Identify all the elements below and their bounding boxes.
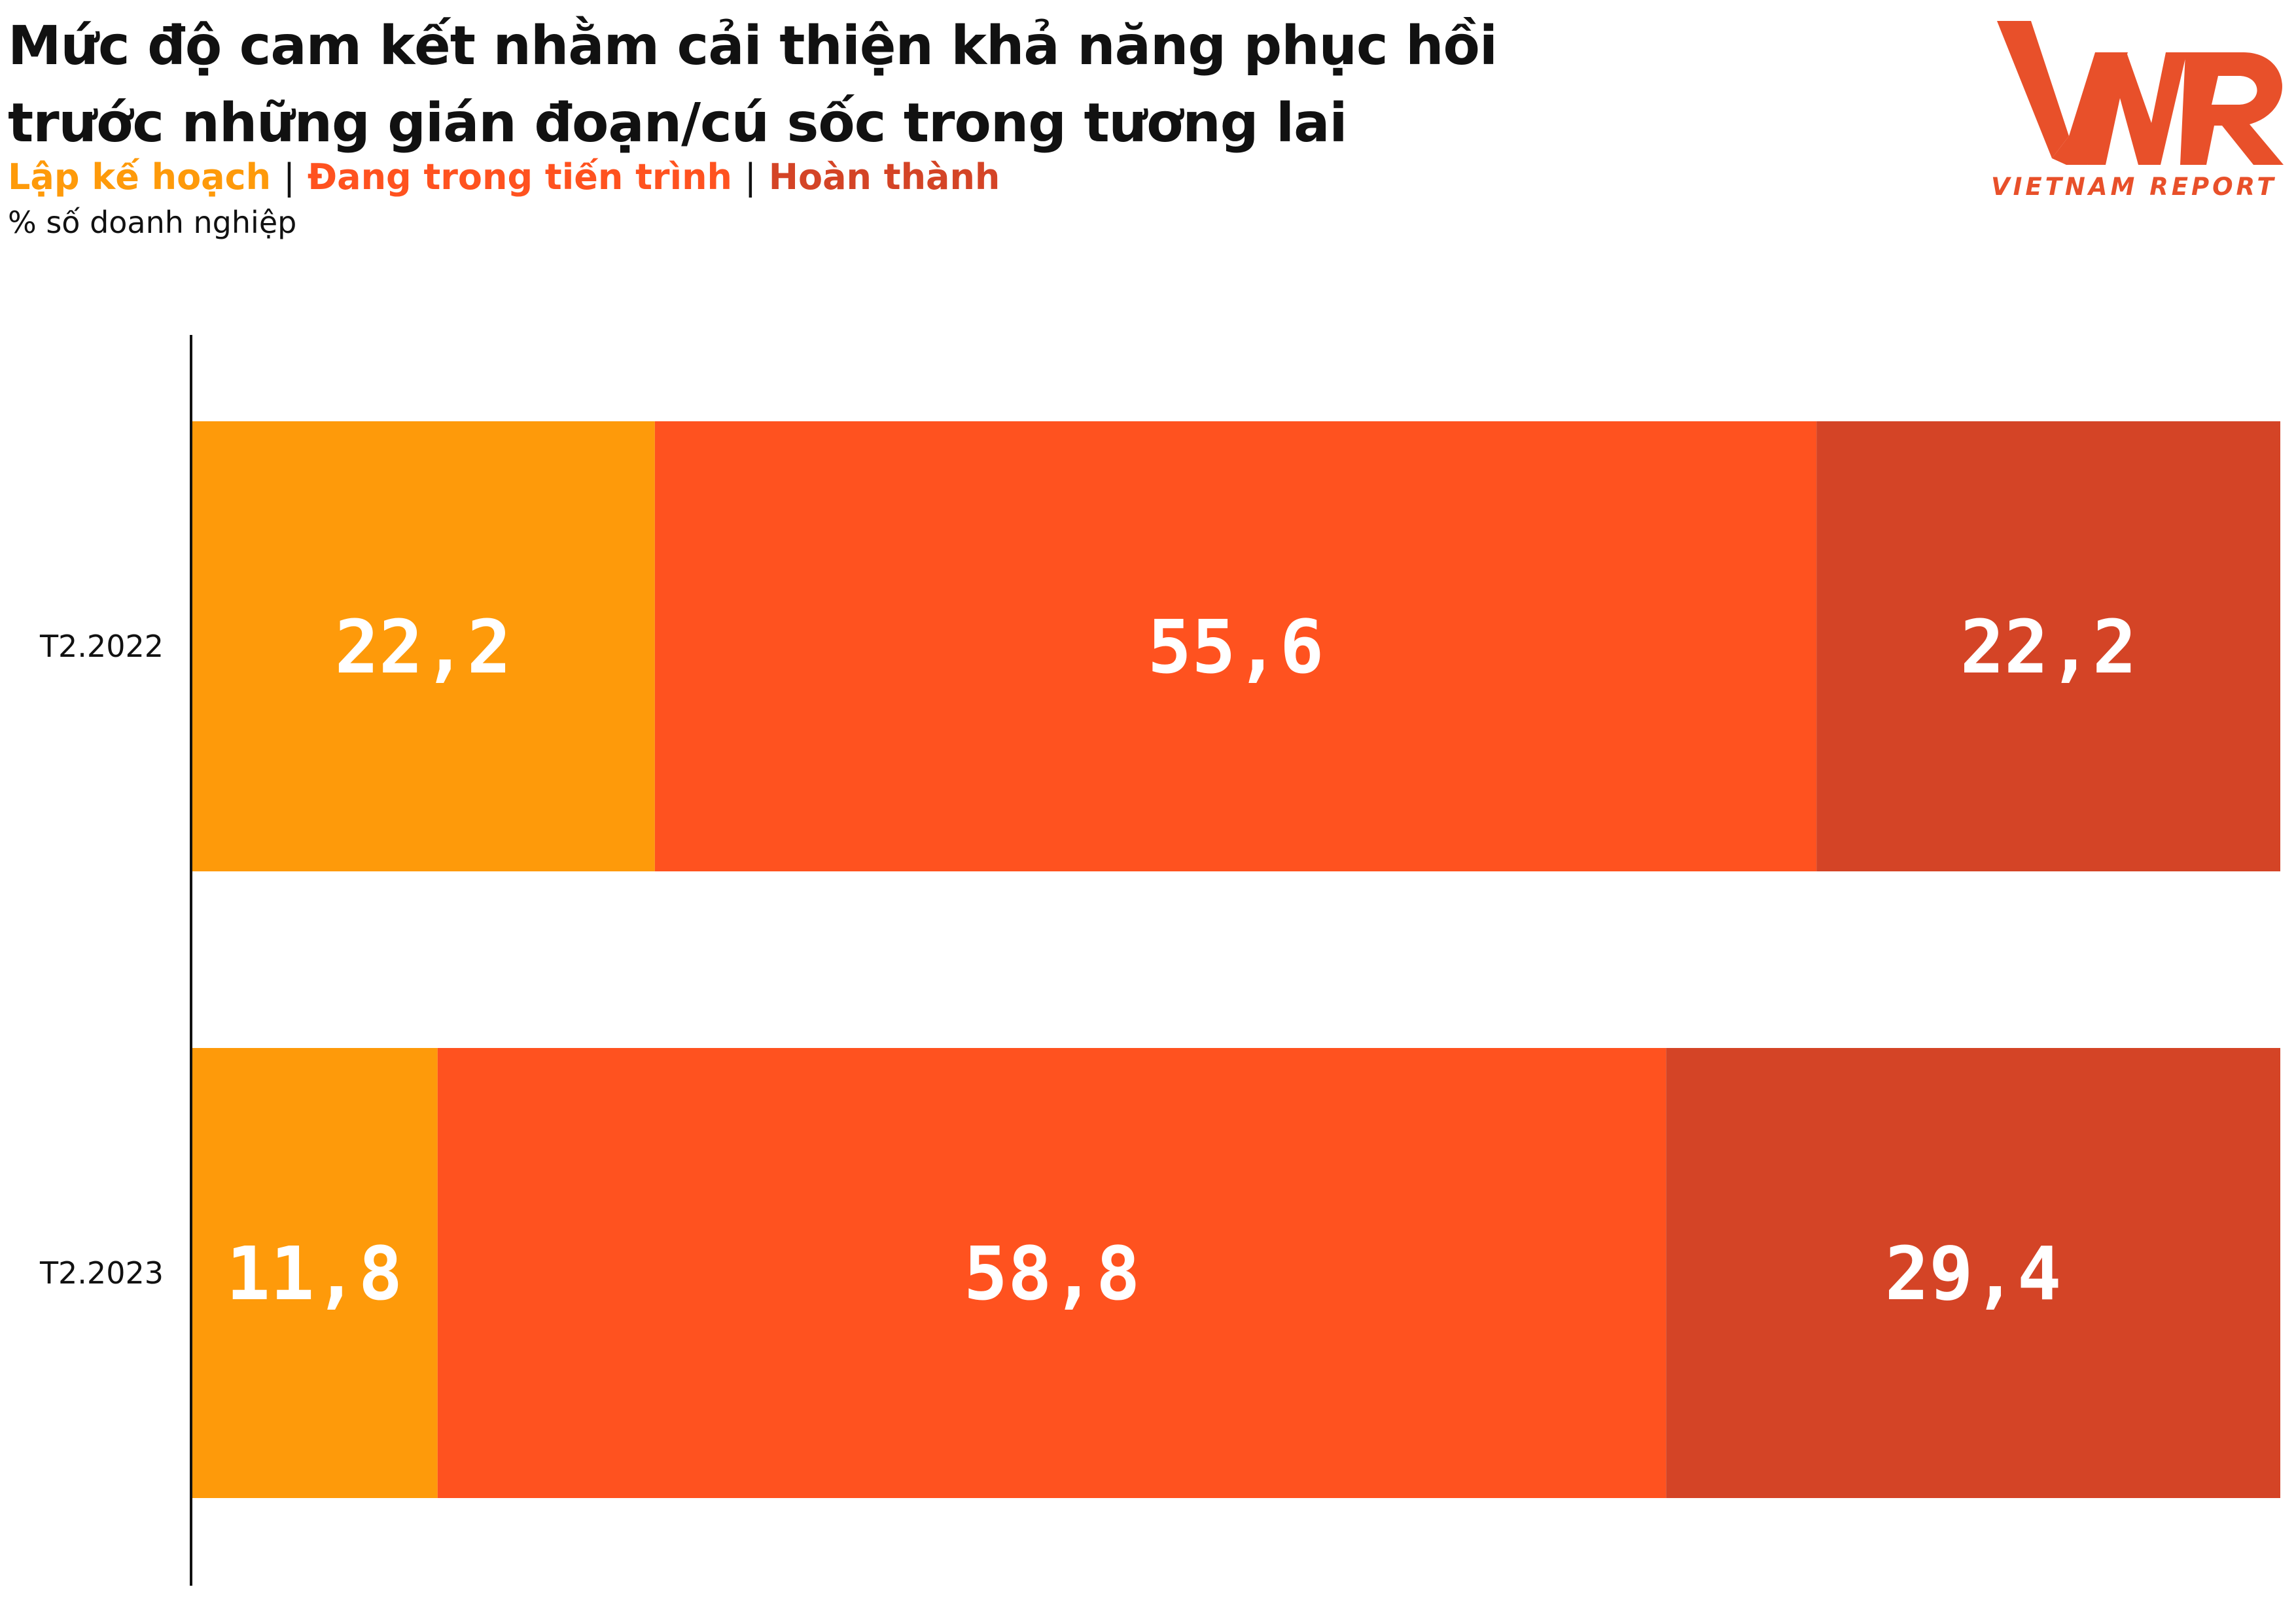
value-label-group: 22,2 55,6 22,2 11,8 58,8 29,4 [226,605,2137,1317]
data-label-T2.2022-series-2: 22,2 [1960,605,2137,690]
vnr-logo-icon [1997,21,2284,165]
legend-item-completed: Hoàn thành [768,156,1000,198]
bar-T2.2023-series-1 [437,1048,1667,1498]
category-label-T2.2022: T2.2022 [39,629,164,664]
bar-T2.2023-series-0 [191,1048,438,1498]
data-label-T2.2022-series-1: 55,6 [1148,605,1324,690]
legend: Lập kế hoạch | Đang trong tiến trình | H… [8,154,1000,200]
bar-T2.2023-series-2 [1666,1048,2280,1498]
data-label-T2.2023-series-1: 58,8 [964,1232,1140,1317]
category-label-group: T2.2022 T2.2023 [39,629,164,1291]
data-label-T2.2023-series-0: 11,8 [226,1232,403,1317]
unit-label: % số doanh nghiệp [8,205,297,240]
data-label-T2.2023-series-2: 29,4 [1885,1232,2062,1317]
legend-separator: | [283,156,296,198]
vnr-logo-text: VIETNAM REPORT [1991,173,2277,201]
chart-title-line-1: Mức độ cam kết nhằm cải thiện khả năng p… [8,15,1498,77]
bar-T2.2022-series-1 [654,421,1817,871]
bar-T2.2022-series-0 [191,421,655,871]
legend-item-planning: Lập kế hoạch [8,156,272,198]
category-label-T2.2023: T2.2023 [39,1255,164,1291]
data-label-T2.2022-series-0: 22,2 [335,605,512,690]
legend-separator: | [744,156,756,198]
chart-title: Mức độ cam kết nhằm cải thiện khả năng p… [8,8,1498,162]
bar-group [191,421,2280,1498]
bar-T2.2022-series-2 [1816,421,2280,871]
legend-item-in-progress: Đang trong tiến trình [307,156,732,198]
chart-title-line-2: trước những gián đoạn/cú sốc trong tương… [8,92,1348,154]
